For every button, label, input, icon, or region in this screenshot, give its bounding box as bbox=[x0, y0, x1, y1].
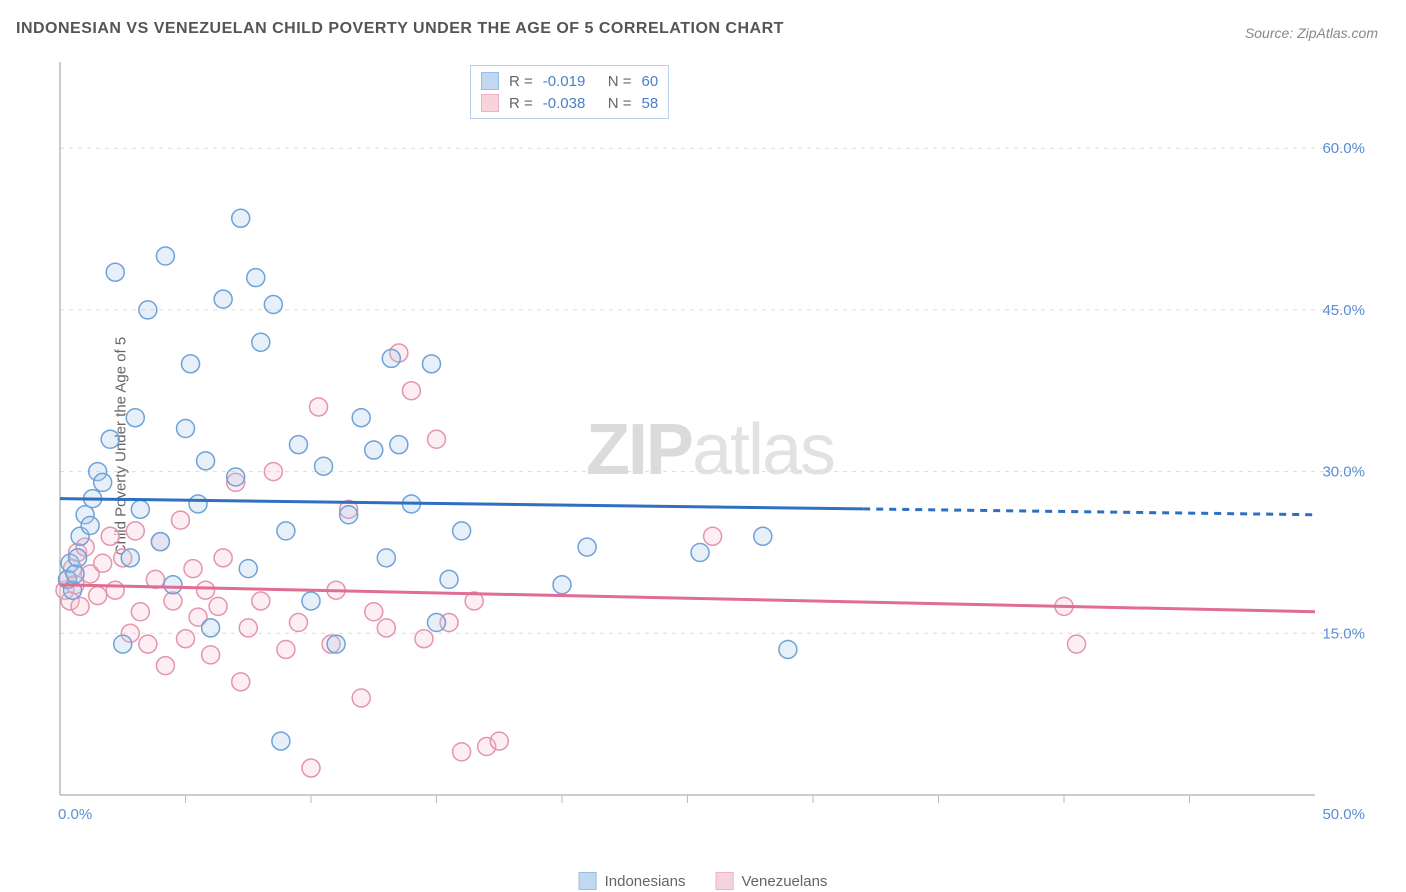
source-attribution: Source: ZipAtlas.com bbox=[1245, 25, 1378, 41]
n-label: N = bbox=[608, 95, 632, 112]
r-label: R = bbox=[509, 95, 533, 112]
svg-text:60.0%: 60.0% bbox=[1322, 140, 1365, 157]
n-value: 58 bbox=[642, 95, 659, 112]
correlation-legend-row: R = -0.038 N = 58 bbox=[481, 92, 658, 114]
n-value: 60 bbox=[642, 73, 659, 90]
correlation-legend: R = -0.019 N = 60 R = -0.038 N = 58 bbox=[470, 65, 669, 119]
correlation-legend-row: R = -0.019 N = 60 bbox=[481, 70, 658, 92]
scatter-plot: 15.0% 30.0% 45.0% 60.0% 0.0% 50.0% bbox=[50, 60, 1370, 840]
svg-text:50.0%: 50.0% bbox=[1322, 806, 1365, 823]
svg-text:15.0%: 15.0% bbox=[1322, 625, 1365, 642]
series-legend: Indonesians Venezuelans bbox=[579, 872, 828, 890]
chart-title: INDONESIAN VS VENEZUELAN CHILD POVERTY U… bbox=[16, 20, 784, 38]
legend-swatch bbox=[481, 72, 499, 90]
legend-swatch bbox=[579, 872, 597, 890]
r-value: -0.038 bbox=[543, 95, 598, 112]
r-value: -0.019 bbox=[543, 73, 598, 90]
legend-swatch bbox=[481, 94, 499, 112]
n-label: N = bbox=[608, 73, 632, 90]
svg-text:0.0%: 0.0% bbox=[58, 806, 92, 823]
svg-text:30.0%: 30.0% bbox=[1322, 464, 1365, 481]
series-legend-item: Venezuelans bbox=[716, 872, 828, 890]
series-legend-label: Venezuelans bbox=[742, 873, 828, 890]
series-legend-label: Indonesians bbox=[605, 873, 686, 890]
legend-swatch bbox=[716, 872, 734, 890]
chart-area: ZIPatlas 15.0%30.0%45.0%60.0%0.0%50.0% R… bbox=[50, 60, 1370, 840]
svg-text:45.0%: 45.0% bbox=[1322, 302, 1365, 319]
series-legend-item: Indonesians bbox=[579, 872, 686, 890]
r-label: R = bbox=[509, 73, 533, 90]
